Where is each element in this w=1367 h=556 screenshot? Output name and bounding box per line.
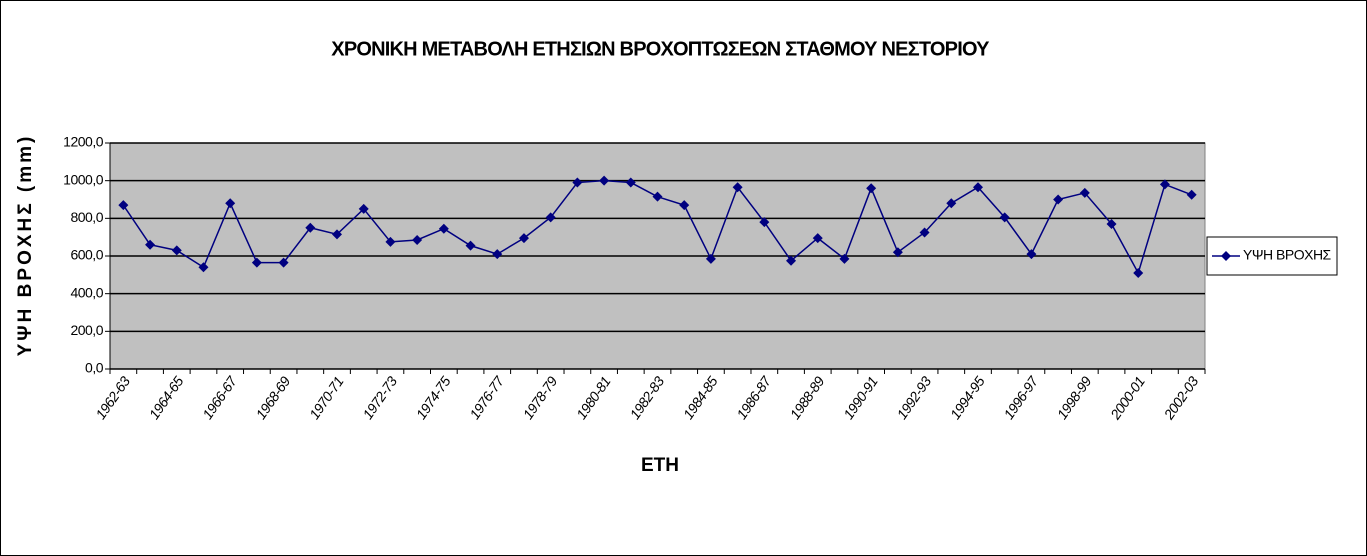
marker xyxy=(786,255,797,266)
marker xyxy=(198,262,209,273)
marker xyxy=(545,212,556,223)
marker xyxy=(305,222,316,233)
y-tick-label: 200,0 xyxy=(70,322,103,338)
marker xyxy=(1186,189,1197,200)
marker xyxy=(438,223,449,234)
marker xyxy=(919,227,930,238)
y-tick-label: 1200,0 xyxy=(63,134,104,150)
y-tick-label: 0,0 xyxy=(85,360,104,376)
x-axis-label: ΕΤΗ xyxy=(641,455,679,476)
marker xyxy=(599,175,610,186)
marker xyxy=(1026,249,1037,260)
marker xyxy=(679,200,690,211)
marker xyxy=(812,233,823,244)
y-tick-label: 1000,0 xyxy=(63,171,104,187)
marker xyxy=(385,236,396,247)
marker xyxy=(705,253,716,264)
marker xyxy=(1106,218,1117,229)
marker xyxy=(251,257,262,268)
y-tick-label: 800,0 xyxy=(70,209,103,225)
marker xyxy=(972,182,983,193)
marker xyxy=(412,234,423,245)
marker xyxy=(465,240,476,251)
marker xyxy=(358,203,369,214)
marker xyxy=(946,198,957,209)
y-axis-label: ΥΨΗ ΒΡΟΧΗΣ (mm) xyxy=(15,134,36,357)
marker xyxy=(1053,194,1064,205)
marker xyxy=(625,177,636,188)
marker xyxy=(278,257,289,268)
legend-marker xyxy=(1221,251,1231,261)
marker xyxy=(999,212,1010,223)
marker xyxy=(171,245,182,256)
marker xyxy=(732,182,743,193)
marker xyxy=(866,183,877,194)
legend-label: ΥΨΗ ΒΡΟΧΗΣ xyxy=(1243,247,1332,263)
y-tick-label: 400,0 xyxy=(70,284,103,300)
marker xyxy=(492,249,503,260)
marker xyxy=(572,177,583,188)
y-tick-label: 600,0 xyxy=(70,247,103,263)
chart-title: ΧΡΟΝΙΚΗ ΜΕΤΑΒΟΛΗ ΕΤΗΣΙΩΝ ΒΡΟΧΟΠΤΩΣΕΩΝ ΣΤ… xyxy=(331,38,990,60)
marker xyxy=(1079,187,1090,198)
marker xyxy=(518,233,529,244)
marker xyxy=(145,239,156,250)
marker xyxy=(1159,179,1170,190)
marker xyxy=(1133,267,1144,278)
marker xyxy=(225,198,236,209)
marker xyxy=(332,229,343,240)
marker xyxy=(892,247,903,258)
marker xyxy=(759,217,770,228)
marker xyxy=(839,253,850,264)
marker xyxy=(652,191,663,202)
marker xyxy=(118,200,129,211)
